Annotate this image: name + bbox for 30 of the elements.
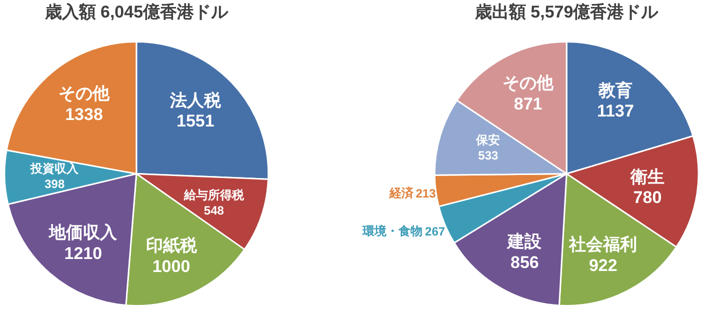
data-label: 533 bbox=[478, 148, 499, 162]
data-label: 1551 bbox=[176, 112, 214, 131]
slice-label: 保安 bbox=[475, 133, 500, 148]
slice-label: 法人税 bbox=[168, 90, 222, 110]
chart-title: 歳入額 6,045億香港ドル bbox=[44, 2, 230, 22]
data-label: 1000 bbox=[152, 257, 190, 276]
slice-label: 経済 bbox=[388, 186, 414, 200]
data-label: 922 bbox=[588, 256, 618, 276]
data-label: 267 bbox=[425, 224, 446, 239]
slice-label: 投資収入 bbox=[30, 161, 80, 176]
slice-label: その他 bbox=[58, 84, 110, 103]
slice-label: 教育 bbox=[597, 80, 632, 100]
data-label: 856 bbox=[510, 252, 539, 272]
data-label: 548 bbox=[204, 204, 224, 218]
data-label: 780 bbox=[633, 188, 662, 208]
data-label: 1137 bbox=[597, 102, 634, 121]
slice-label: 衛生 bbox=[629, 167, 664, 186]
slice-label: 建設 bbox=[506, 232, 543, 251]
slice-label: 給与所得税 bbox=[182, 188, 245, 202]
data-label: 1338 bbox=[65, 104, 103, 124]
slice-label: 地価収入 bbox=[48, 222, 118, 242]
slice-label: その他 bbox=[502, 74, 555, 92]
slice-label: 環境・食物 bbox=[362, 224, 423, 238]
data-label: 1210 bbox=[64, 244, 102, 263]
slice-label: 印紙税 bbox=[146, 236, 198, 256]
data-label: 213 bbox=[416, 186, 436, 200]
chart-title: 歳出額 5,579億香港ドル bbox=[474, 2, 660, 22]
data-label: 398 bbox=[44, 176, 65, 191]
data-label: 871 bbox=[514, 94, 542, 114]
slice-label: 社会福利 bbox=[568, 235, 638, 254]
